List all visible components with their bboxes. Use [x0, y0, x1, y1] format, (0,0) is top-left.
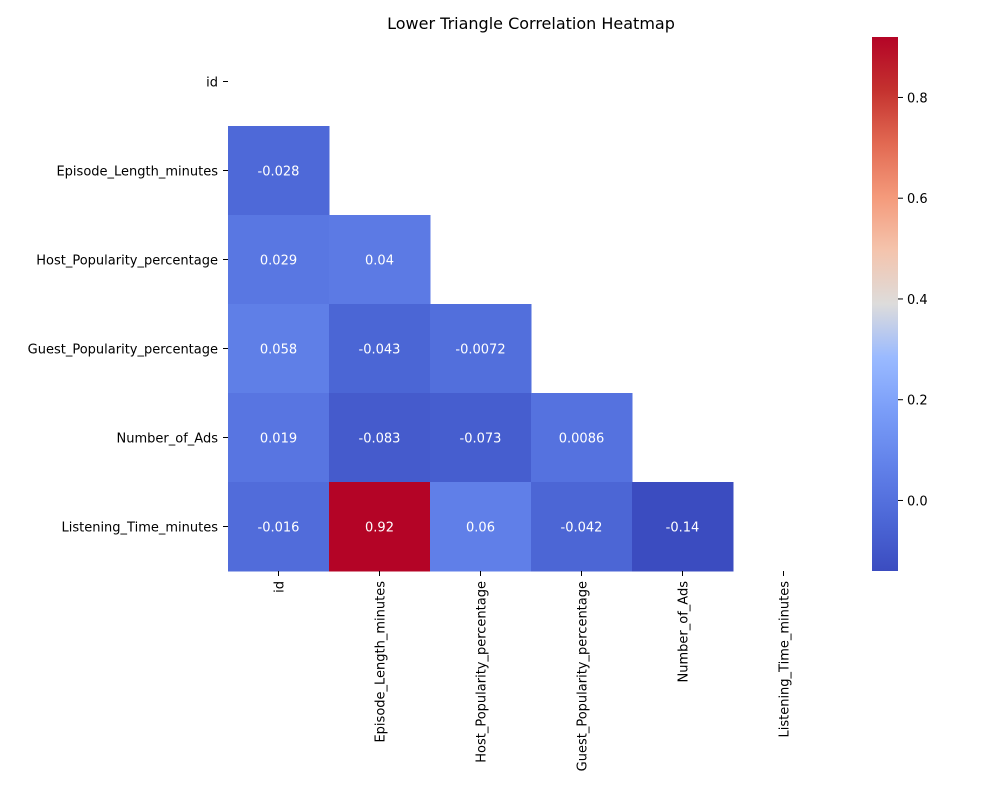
cell-value-label: 0.029 — [260, 254, 297, 269]
heatmap-cell — [430, 304, 532, 394]
cell-value-label: -0.083 — [359, 432, 401, 447]
cell-value-label: 0.0086 — [559, 432, 605, 447]
chart-title: Lower Triangle Correlation Heatmap — [387, 14, 675, 33]
cell-value-label: -0.043 — [359, 343, 401, 358]
col-label: Listening_Time_minutes — [778, 581, 793, 738]
heatmap-cell — [228, 126, 330, 216]
row-label: Listening_Time_minutes — [61, 521, 218, 536]
colorbar — [872, 37, 898, 571]
row-label: id — [206, 76, 218, 91]
row-label: Guest_Popularity_percentage — [28, 343, 218, 358]
heatmap-cell — [430, 393, 532, 483]
cell-value-label: -0.073 — [460, 432, 502, 447]
heatmap-cell — [632, 482, 734, 572]
cell-value-label: -0.0072 — [455, 343, 505, 358]
colorbar-tick-label: 0.8 — [907, 91, 928, 106]
heatmap-cell — [329, 482, 431, 572]
heatmap-cell — [228, 482, 330, 572]
cell-value-label: -0.028 — [258, 165, 300, 180]
heatmap-cell — [228, 215, 330, 305]
heatmap-cell — [430, 482, 532, 572]
cell-value-label: 0.92 — [365, 521, 394, 536]
colorbar-tick-label: 0.4 — [907, 293, 928, 308]
colorbar-tick-label: 0.2 — [907, 394, 928, 409]
colorbar-tick-label: 0.6 — [907, 192, 928, 207]
cell-value-label: 0.06 — [466, 521, 495, 536]
cell-value-label: -0.016 — [258, 521, 300, 536]
heatmap-cell — [531, 482, 633, 572]
row-label: Host_Popularity_percentage — [36, 254, 218, 269]
cell-value-label: 0.058 — [260, 343, 297, 358]
heatmap-cell — [228, 304, 330, 394]
cell-value-label: 0.04 — [365, 254, 394, 269]
cell-value-label: 0.019 — [260, 432, 297, 447]
col-label: Number_of_Ads — [677, 581, 692, 683]
col-label: Host_Popularity_percentage — [475, 581, 490, 763]
row-label: Episode_Length_minutes — [56, 165, 218, 180]
col-label: id — [273, 581, 288, 593]
col-label: Episode_Length_minutes — [374, 581, 389, 743]
heatmap-cell — [329, 304, 431, 394]
col-label: Guest_Popularity_percentage — [576, 581, 591, 771]
cell-value-label: -0.042 — [561, 521, 603, 536]
row-label: Number_of_Ads — [117, 432, 219, 447]
heatmap-cell — [531, 393, 633, 483]
colorbar-tick-label: 0.0 — [907, 494, 928, 509]
heatmap-cell — [329, 393, 431, 483]
heatmap-cell — [329, 215, 431, 305]
cell-value-label: -0.14 — [666, 521, 700, 536]
heatmap-cell — [228, 393, 330, 483]
